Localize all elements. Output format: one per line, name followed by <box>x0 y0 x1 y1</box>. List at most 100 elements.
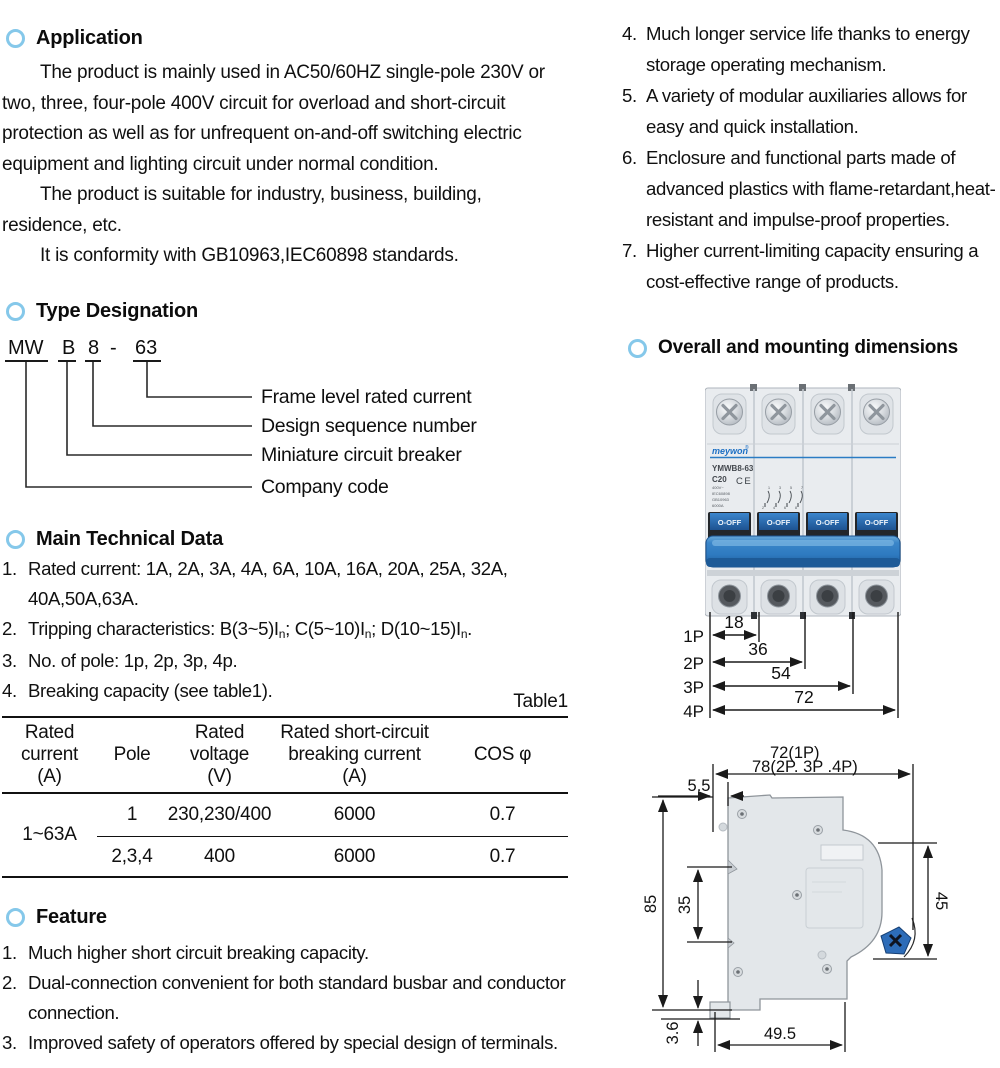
label-design-number: Design sequence number <box>261 415 477 437</box>
code-breaker: B <box>62 337 75 359</box>
code-frame: 63 <box>135 337 157 359</box>
subscript-n: n <box>364 627 372 641</box>
toggle-lever <box>880 917 916 958</box>
subscript-n: n <box>278 627 286 641</box>
main-technical-data-list: 1. Rated current: 1A, 2A, 3A, 4A, 6A, 10… <box>2 554 576 706</box>
dim-width-multi: 78(2P. 3P .4P) <box>752 758 858 776</box>
dim-height: 85 <box>642 895 660 913</box>
feature-item-1: 1. Much higher short circuit breaking ca… <box>2 938 578 968</box>
item-text: ; D(10~15)I <box>371 618 461 639</box>
dim-front-height: 45 <box>932 892 950 910</box>
item-text: Dual-connection convenient for both stan… <box>28 972 566 1023</box>
item-number: 6. <box>622 147 637 168</box>
section-application-heading: Application <box>6 27 143 50</box>
item-text: . <box>467 618 472 639</box>
section-bullet-icon <box>628 338 647 358</box>
ratings-small-text: 400V~ IEC60898 GB10963 6000A <box>712 485 731 508</box>
section-bullet-icon <box>6 908 25 927</box>
item-number: 7. <box>622 240 637 261</box>
cell-breaking: 6000 <box>272 836 437 877</box>
registered-mark: ® <box>745 444 749 451</box>
brand-logo: meywon <box>712 446 749 456</box>
pole-mark: 2 <box>762 506 764 510</box>
item-text: Rated current: 1A, 2A, 3A, 4A, 6A, 10A, … <box>28 558 508 609</box>
feature-item-6: 6. Enclosure and functional parts made o… <box>622 142 1000 235</box>
dim-offset: 5.5 <box>688 777 711 795</box>
item-text: Tripping characteristics: B(3~5)I <box>28 618 279 639</box>
feature-item-5: 5. A variety of modular auxiliaries allo… <box>622 80 1000 142</box>
rating: C20 <box>712 475 727 484</box>
item-number: 2. <box>2 972 17 993</box>
bottom-terminals <box>707 570 899 619</box>
dim-depth: 49.5 <box>764 1025 796 1043</box>
extension-lines <box>709 612 899 718</box>
cell-cos: 0.7 <box>489 804 516 825</box>
connector-lines <box>25 362 252 488</box>
pole-mark: 5 <box>790 486 792 490</box>
label-area: meywon ® YMWB8-63 C20 CE 400V~ IEC60898 … <box>710 444 896 510</box>
pole-label-1p: 1P <box>683 627 704 646</box>
item-number: 2. <box>2 618 17 639</box>
toggle-label-2: O-OFF <box>767 518 791 527</box>
label-company-code: Company code <box>261 476 389 498</box>
pole-labels: 1P 2P 3P 4P <box>683 627 704 721</box>
feature-title: Feature <box>36 906 107 928</box>
dim-foot: 3.6 <box>664 1022 682 1045</box>
cell-voltage: 400 <box>167 836 272 877</box>
dimension-lines <box>652 764 937 1052</box>
application-paragraph-2: The product is suitable for industry, bu… <box>2 184 482 236</box>
toggle-windows: O-OFF O-OFF O-OFF O-OFF <box>708 512 898 539</box>
features-continued-list: 4. Much longer service life thanks to en… <box>622 18 1000 297</box>
table1-row-2: 2,3,4 400 6000 0.7 <box>2 836 568 877</box>
dimension-arrows <box>712 630 896 715</box>
table1: Rated current (A) Pole Rated voltage (V)… <box>2 716 568 878</box>
pole-label-3p: 3P <box>683 678 704 697</box>
col-breaking-current: Rated short-circuit breaking current (A) <box>272 717 437 794</box>
breaker-side-body <box>709 794 916 1019</box>
dimensions-title: Overall and mounting dimensions <box>658 337 958 358</box>
table1-caption: Table1 <box>513 691 568 712</box>
dim-width-1p: 72(1P) <box>770 744 820 762</box>
model-number: YMWB8-63 <box>712 464 754 473</box>
type-designation-diagram: MW B 8 - 63 Frame level rated current De… <box>5 337 478 498</box>
item-number: 4. <box>2 680 17 701</box>
item-number: 1. <box>2 558 17 579</box>
pole-label-4p: 4P <box>683 702 704 721</box>
col-pole: Pole <box>97 717 167 794</box>
section-bullet-icon <box>6 302 25 321</box>
label-mcb: Miniature circuit breaker <box>261 444 462 466</box>
item-text: ; C(5~10)I <box>285 618 365 639</box>
type-code: MW B 8 - 63 <box>8 337 157 359</box>
application-title: Application <box>36 27 143 49</box>
application-paragraph-1: The product is mainly used in AC50/60HZ … <box>2 62 545 175</box>
circuit-symbols: 1 3 5 7 2 4 6 8 <box>762 486 803 510</box>
mtd-item-4: 4. Breaking capacity (see table1). <box>2 676 576 706</box>
dim-rail-recess: 35 <box>676 896 694 914</box>
code-company: MW <box>8 337 44 359</box>
col-cos-phi: COS φ <box>437 717 568 794</box>
table1-row-1: 1~63A 1 230,230/400 6000 0.7 <box>2 793 568 845</box>
breaking-capacity-text: 6000A <box>712 503 724 508</box>
application-body: The product is mainly used in AC50/60HZ … <box>2 58 568 272</box>
toggle-label-4: O-OFF <box>865 518 889 527</box>
mtd-item-2: 2. Tripping characteristics: B(3~5)In; C… <box>2 614 576 646</box>
pole-width-dimension-diagram: 1P 2P 3P 4P 18 36 54 72 <box>683 612 899 721</box>
voltage-text: 400V~ <box>712 485 724 490</box>
code-design: 8 <box>88 337 99 359</box>
pole-label-2p: 2P <box>683 654 704 673</box>
ce-mark: CE <box>736 476 752 487</box>
main-technical-data-title: Main Technical Data <box>36 528 223 550</box>
pole-mark: 6 <box>784 506 786 510</box>
subscript-n: n <box>460 627 468 641</box>
dim-54: 54 <box>771 663 791 683</box>
pole-mark: 3 <box>779 486 781 490</box>
iec-standard: IEC60898 <box>712 491 731 496</box>
application-paragraph-3: It is conformity with GB10963,IEC60898 s… <box>40 245 459 266</box>
col-rated-current: Rated current (A) <box>2 717 97 794</box>
item-text: Enclosure and functional parts made of a… <box>646 147 996 230</box>
handle-bar <box>705 535 901 568</box>
cell-voltage: 230,230/400 <box>167 804 272 825</box>
item-number: 3. <box>2 1032 17 1053</box>
mtd-item-1: 1. Rated current: 1A, 2A, 3A, 4A, 6A, 10… <box>2 554 576 614</box>
